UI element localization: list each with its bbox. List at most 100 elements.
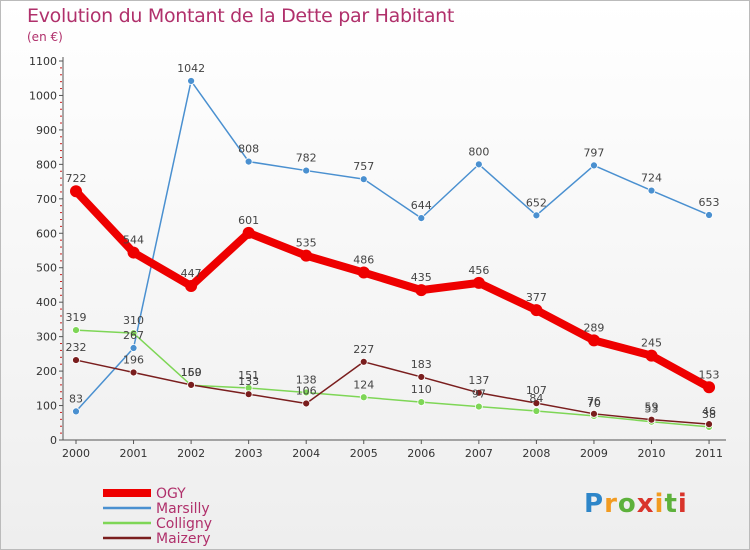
y-tick-label: 300 bbox=[36, 331, 57, 344]
data-label-marsilly: 782 bbox=[296, 152, 317, 165]
data-point-marsilly bbox=[705, 211, 713, 219]
x-tick-label: 2004 bbox=[292, 447, 320, 460]
data-point-ogy bbox=[185, 279, 198, 292]
data-label-marsilly: 644 bbox=[411, 199, 432, 212]
x-tick-label: 2010 bbox=[638, 447, 666, 460]
y-minor-tick bbox=[60, 322, 62, 324]
data-label-maizery: 106 bbox=[296, 384, 317, 397]
y-minor-tick bbox=[60, 425, 62, 427]
data-label-marsilly: 800 bbox=[468, 145, 489, 158]
y-minor-tick bbox=[60, 315, 62, 317]
y-minor-tick bbox=[60, 156, 62, 158]
y-minor-tick bbox=[60, 225, 62, 227]
data-label-colligny: 84 bbox=[529, 392, 543, 405]
data-label-colligny: 151 bbox=[238, 369, 259, 382]
data-label-marsilly: 652 bbox=[526, 196, 547, 209]
data-point-ogy bbox=[70, 185, 82, 198]
data-label-colligny: 53 bbox=[645, 403, 659, 416]
data-label-colligny: 159 bbox=[181, 366, 202, 379]
data-label-ogy: 289 bbox=[583, 321, 604, 334]
y-tick-label: 400 bbox=[36, 296, 57, 309]
y-minor-tick bbox=[60, 88, 62, 90]
data-label-maizery: 196 bbox=[123, 353, 144, 366]
data-label-colligny: 97 bbox=[472, 388, 486, 401]
proxiti-logo: Proxiti bbox=[584, 489, 688, 519]
data-label-colligny: 310 bbox=[123, 314, 144, 327]
data-point-maizery bbox=[72, 356, 80, 364]
y-tick-label: 600 bbox=[36, 227, 57, 240]
y-minor-tick bbox=[60, 287, 62, 289]
y-minor-tick bbox=[60, 253, 62, 255]
data-point-maizery bbox=[417, 373, 426, 381]
data-label-colligny: 138 bbox=[296, 373, 317, 386]
y-minor-tick bbox=[60, 150, 62, 152]
y-minor-tick bbox=[60, 432, 62, 434]
data-point-marsilly bbox=[302, 166, 311, 175]
data-label-ogy: 456 bbox=[468, 264, 489, 277]
data-label-maizery: 107 bbox=[526, 384, 547, 397]
data-point-colligny bbox=[474, 402, 483, 411]
data-point-ogy bbox=[300, 249, 313, 262]
y-minor-tick bbox=[60, 184, 62, 186]
data-point-ogy bbox=[472, 276, 485, 289]
x-tick-label: 2011 bbox=[695, 447, 723, 460]
data-point-marsilly bbox=[359, 175, 368, 184]
data-point-marsilly bbox=[590, 161, 598, 170]
data-point-ogy bbox=[242, 226, 255, 239]
y-minor-tick bbox=[60, 67, 62, 69]
y-minor-tick bbox=[60, 343, 62, 345]
data-label-maizery: 232 bbox=[66, 341, 87, 354]
y-minor-tick bbox=[60, 384, 62, 386]
legend-label-maizery: Maizery bbox=[156, 531, 211, 547]
y-minor-tick bbox=[60, 191, 62, 193]
y-minor-tick bbox=[60, 274, 62, 276]
y-minor-tick bbox=[60, 391, 62, 393]
data-label-ogy: 544 bbox=[123, 234, 144, 247]
data-label-colligny: 70 bbox=[587, 397, 601, 410]
data-point-maizery bbox=[187, 380, 196, 389]
y-tick-label: 0 bbox=[50, 434, 57, 447]
series-line-ogy bbox=[73, 188, 711, 391]
data-point-colligny bbox=[302, 388, 311, 397]
data-point-ogy bbox=[645, 349, 658, 362]
data-point-maizery bbox=[359, 357, 368, 366]
y-minor-tick bbox=[60, 101, 62, 103]
y-minor-tick bbox=[60, 329, 62, 331]
y-tick-label: 1100 bbox=[29, 55, 57, 68]
data-label-ogy: 377 bbox=[526, 291, 547, 304]
y-tick-label: 900 bbox=[36, 124, 57, 137]
data-point-marsilly bbox=[244, 157, 253, 166]
data-label-marsilly: 808 bbox=[238, 143, 259, 156]
data-point-maizery bbox=[302, 399, 311, 408]
data-point-ogy bbox=[530, 304, 543, 317]
y-tick-label: 500 bbox=[36, 262, 57, 275]
data-point-ogy bbox=[415, 284, 428, 297]
y-minor-tick bbox=[60, 398, 62, 400]
x-tick-label: 2000 bbox=[62, 447, 90, 460]
chart-title: Evolution du Montant de la Dette par Hab… bbox=[27, 5, 455, 27]
x-tick-label: 2006 bbox=[407, 447, 435, 460]
x-tick-label: 2008 bbox=[522, 447, 550, 460]
data-point-maizery bbox=[532, 399, 541, 408]
data-point-ogy bbox=[357, 266, 370, 279]
data-point-maizery bbox=[705, 420, 713, 429]
data-label-marsilly: 797 bbox=[583, 146, 604, 159]
data-label-marsilly: 724 bbox=[641, 172, 662, 185]
y-minor-tick bbox=[60, 246, 62, 248]
series-line-colligny bbox=[75, 329, 710, 428]
y-minor-tick bbox=[60, 239, 62, 241]
data-point-colligny bbox=[417, 398, 426, 407]
data-label-marsilly: 653 bbox=[699, 196, 720, 209]
legend-label-colligny: Colligny bbox=[156, 516, 212, 532]
y-minor-tick bbox=[60, 363, 62, 365]
y-minor-tick bbox=[60, 260, 62, 262]
data-point-maizery bbox=[474, 388, 483, 397]
data-point-maizery bbox=[647, 415, 656, 424]
data-point-marsilly bbox=[129, 344, 138, 352]
data-label-maizery: 227 bbox=[353, 343, 374, 356]
data-point-colligny bbox=[129, 329, 138, 338]
data-label-marsilly: 267 bbox=[123, 329, 144, 342]
data-label-colligny: 110 bbox=[411, 383, 432, 396]
data-label-marsilly: 1042 bbox=[177, 62, 205, 75]
y-minor-tick bbox=[60, 74, 62, 76]
